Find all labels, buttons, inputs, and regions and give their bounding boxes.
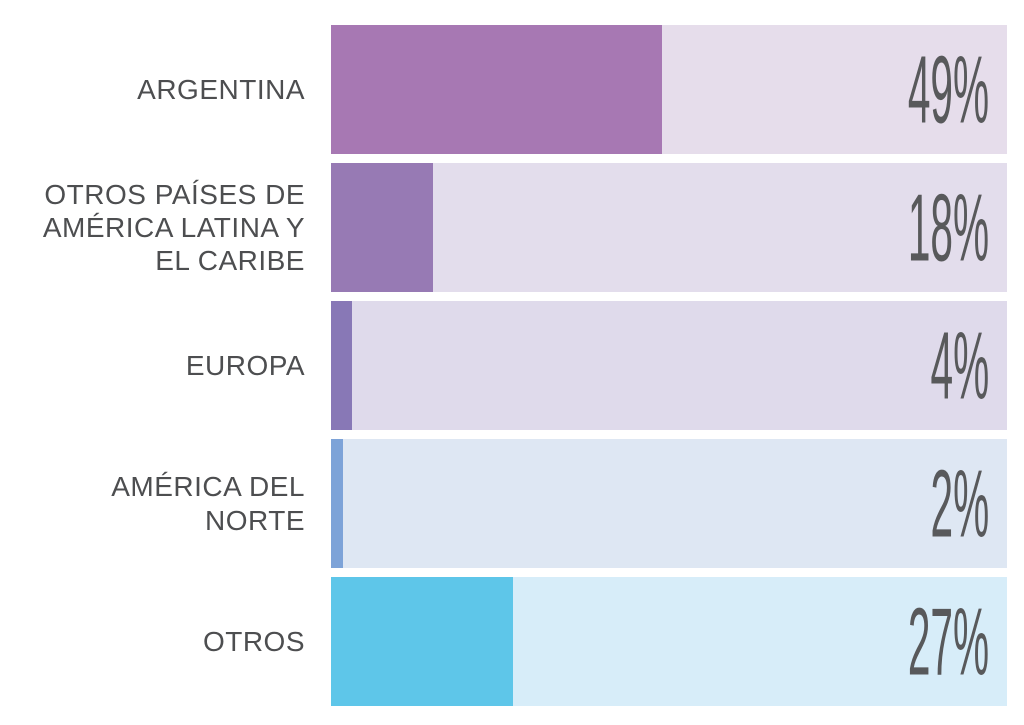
- bar-row-1: ARGENTINA 49%: [0, 25, 1007, 154]
- bar-track: 2%: [331, 439, 1007, 568]
- bar-label: EUROPA: [185, 349, 305, 381]
- bar-value: 27%: [907, 588, 989, 695]
- bar-fill: [331, 301, 352, 430]
- bar-track: 4%: [331, 301, 1007, 430]
- bar-label: AMÉRICA DEL NORTE: [111, 471, 305, 536]
- bar-row-3: EUROPA 4%: [0, 301, 1007, 430]
- bar-value-wrap: 18%: [849, 163, 1007, 292]
- bar-fill: [331, 25, 663, 154]
- bar-value-wrap: 49%: [849, 25, 1007, 154]
- bar-rows: ARGENTINA 49% OTROS PAÍSES DE AMÉRICA LA…: [0, 25, 1007, 706]
- bar-label: OTROS PAÍSES DE AMÉRICA LATINA Y EL CARI…: [42, 178, 305, 277]
- bar-value-wrap: 27%: [849, 577, 1007, 706]
- bar-label: ARGENTINA: [137, 73, 305, 105]
- bar-fill: [331, 163, 434, 292]
- bar-label-cell: EUROPA: [0, 301, 331, 430]
- bar-value: 2%: [930, 450, 989, 557]
- bar-label-cell: ARGENTINA: [0, 25, 331, 154]
- bar-value-wrap: 4%: [888, 301, 1007, 430]
- bar-row-4: AMÉRICA DEL NORTE 2%: [0, 439, 1007, 568]
- bar-label-cell: AMÉRICA DEL NORTE: [0, 439, 331, 568]
- bar-track: 18%: [331, 163, 1007, 292]
- bar-label-cell: OTROS PAÍSES DE AMÉRICA LATINA Y EL CARI…: [0, 163, 331, 292]
- bar-label: OTROS: [202, 625, 305, 657]
- bar-fill: [331, 577, 513, 706]
- bar-label-cell: OTROS: [0, 577, 331, 706]
- bar-value-wrap: 2%: [888, 439, 1007, 568]
- bar-row-2: OTROS PAÍSES DE AMÉRICA LATINA Y EL CARI…: [0, 163, 1007, 292]
- bar-value: 18%: [907, 174, 989, 281]
- bar-track: 27%: [331, 577, 1007, 706]
- bar-value: 49%: [907, 36, 989, 143]
- bar-row-5: OTROS 27%: [0, 577, 1007, 706]
- bar-track: 49%: [331, 25, 1007, 154]
- bar-value: 4%: [930, 312, 989, 419]
- bar-fill: [331, 439, 344, 568]
